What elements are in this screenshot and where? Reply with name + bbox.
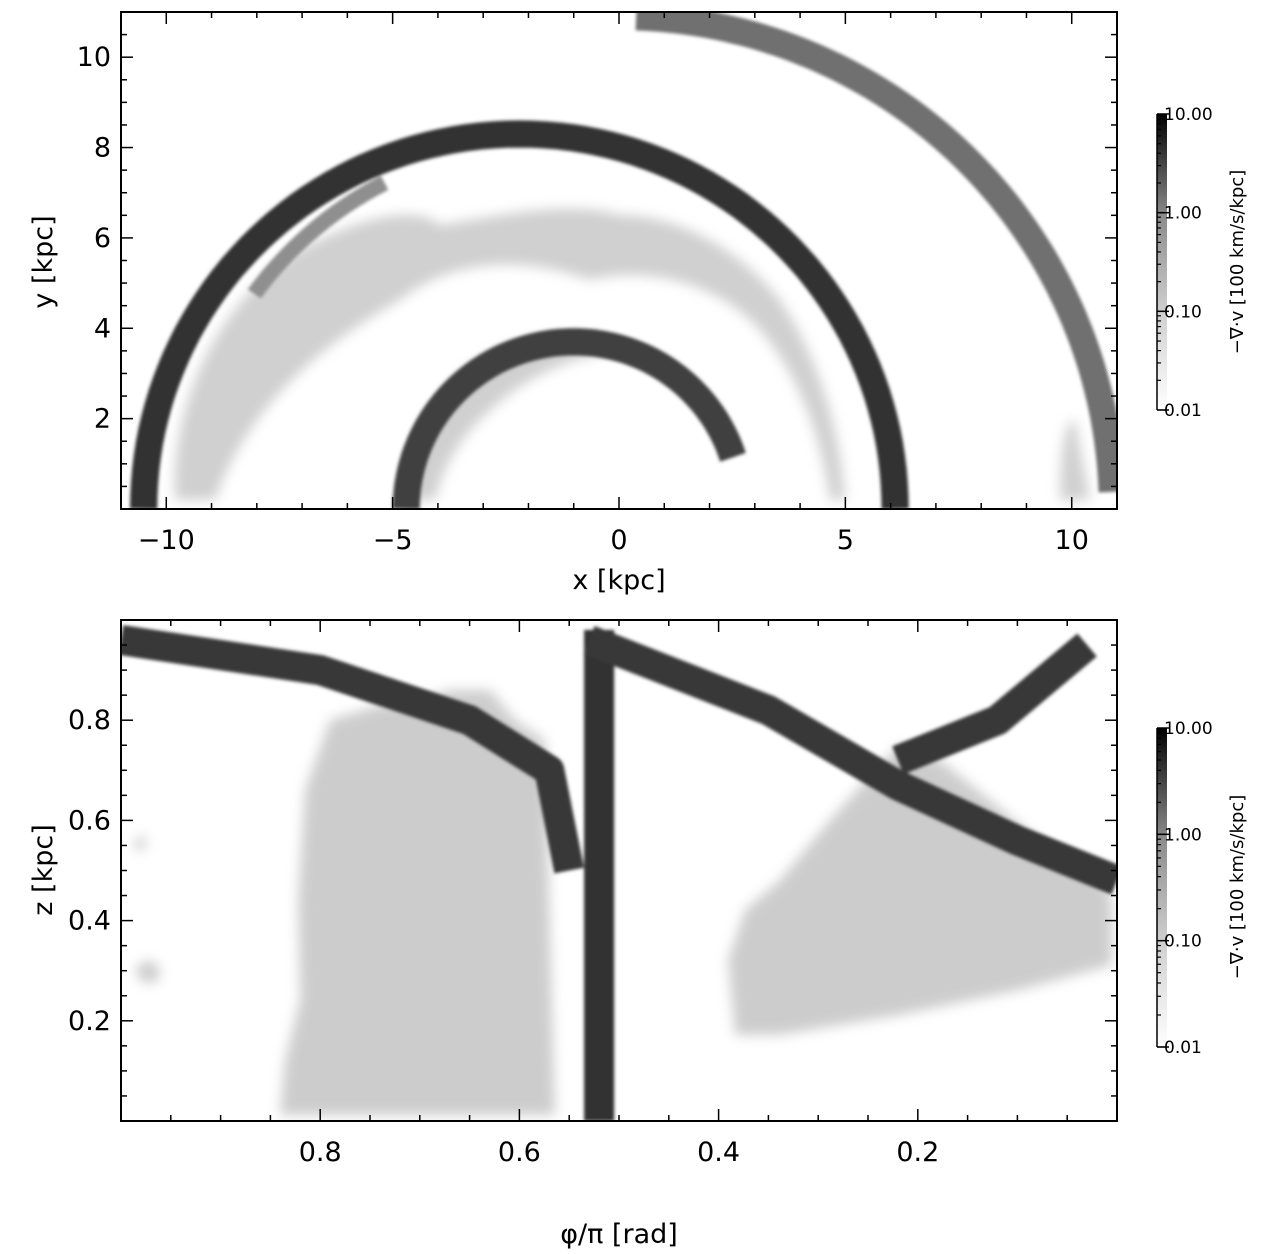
bottom-y-tick-label: 0.4 [68,906,111,937]
top-x-tick-label: 0 [610,525,627,556]
top-band-0 [392,328,746,509]
bottom-x-tick-labels: 0.8 0.6 0.4 0.2 [299,1137,940,1168]
top-band-3 [247,175,391,301]
bottom-colorbar-label: −∇·v [100 km/s/kpc] [1227,795,1248,980]
top-x-tick-label: −10 [138,525,195,556]
top-y-tick-label: 2 [94,404,111,435]
top-y-tick-label: 4 [94,313,111,344]
top-y-tick-label: 6 [94,223,111,254]
bottom-band-3 [892,633,1097,775]
bottom-bands [121,625,1117,1121]
bottom-y-tick-labels: 0.2 0.4 0.6 0.8 [68,705,111,1037]
top-colorbar-tick-label: 10.00 [1164,105,1213,125]
bottom-panel-image [121,625,1117,1121]
bottom-y-tick-label: 0.2 [68,1006,111,1037]
bottom-colorbar-tick-label: 1.00 [1164,825,1202,845]
bottom-x-tick-label: 0.4 [697,1137,740,1168]
top-x-tick-labels: −10 −5 0 5 10 [138,525,1089,556]
bottom-band-2 [583,625,1117,895]
top-panel-image [130,12,1117,509]
top-x-tick-label: 5 [837,525,854,556]
bottom-colorbar-tick-label: 0.01 [1164,1038,1202,1058]
top-x-axis-label: x [kpc] [572,565,665,596]
top-x-tick-label: 10 [1055,525,1089,556]
top-colorbar-label: −∇·v [100 km/s/kpc] [1227,170,1248,355]
bottom-y-tick-label: 0.6 [68,805,111,836]
bottom-fill-left [280,690,555,1115]
bottom-x-tick-label: 0.8 [299,1137,342,1168]
top-y-tick-labels: 2 4 6 8 10 [77,42,111,434]
top-colorbar-tick-label: 0.10 [1164,302,1202,322]
bottom-fill-speck-2 [135,835,145,850]
bottom-ticks [120,619,1118,1122]
top-x-tick-label: −5 [373,525,413,556]
top-y-axis-label: y [kpc] [28,215,59,308]
top-bands [130,12,1117,509]
top-y-tick-label: 8 [94,133,111,164]
bottom-x-axis-label: φ/π [rad] [560,1219,678,1250]
bottom-x-tick-label: 0.2 [896,1137,939,1168]
top-band-2 [630,12,1117,498]
top-ticks [120,11,1118,510]
top-y-tick-label: 10 [77,42,111,73]
bottom-panel: 0.8 0.6 0.4 0.2 0.2 0.4 0.6 0.8 φ/π [rad] z [k… [28,619,1248,1250]
bottom-fill-right [728,745,1112,1035]
top-colorbar-bar [1157,114,1167,410]
bottom-colorbar-ticks: 0.01 0.10 1.00 10.00 [1157,719,1213,1058]
bottom-colorbar-bar [1157,728,1167,1047]
bottom-colorbar: 0.01 0.10 1.00 10.00 −∇·v [100 km/s/kpc] [1156,719,1248,1058]
top-fill-middle [174,208,845,501]
top-fill-outer [1060,420,1090,500]
bottom-y-tick-label: 0.8 [68,705,111,736]
top-colorbar-tick-label: 1.00 [1164,204,1202,224]
top-band-1 [130,120,909,509]
top-colorbar: 0.01 0.10 1.00 10.00 −∇·v [100 km/s/kpc] [1156,105,1248,421]
top-panel: −10 −5 0 5 10 2 4 6 8 10 x [kpc] y [kpc] 0.01 0.1… [28,11,1248,596]
bottom-colorbar-tick-label: 10.00 [1164,719,1213,739]
bottom-band-1 [121,625,584,874]
bottom-colorbar-tick-label: 0.10 [1164,932,1202,952]
bottom-y-axis-label: z [kpc] [28,824,59,915]
bottom-diffuse-fill [135,690,1112,1115]
bottom-fill-speck-1 [135,960,160,984]
top-colorbar-ticks: 0.01 0.10 1.00 10.00 [1157,105,1213,421]
top-colorbar-tick-label: 0.01 [1164,401,1202,421]
bottom-x-tick-label: 0.6 [498,1137,541,1168]
